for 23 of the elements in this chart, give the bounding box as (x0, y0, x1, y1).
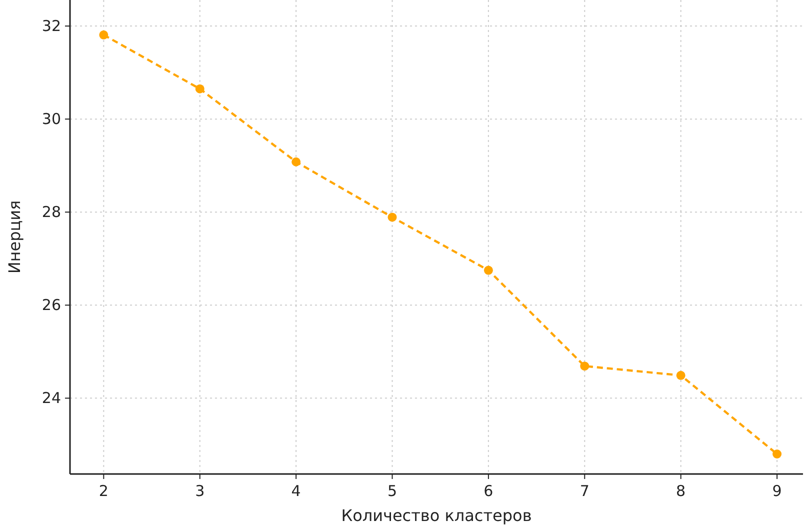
y-axis-title: Инерция (5, 200, 24, 274)
y-tick-label: 26 (42, 296, 61, 314)
point (580, 362, 590, 371)
point (292, 157, 301, 166)
point (676, 370, 686, 380)
y-tick-label: 32 (42, 17, 61, 36)
x-tick-label: 6 (484, 482, 494, 500)
point (388, 212, 397, 222)
x-tick-label: 7 (580, 482, 590, 500)
point (772, 450, 782, 458)
x-axis-title: Количество кластеров (341, 506, 532, 525)
point (99, 30, 108, 40)
y-tick-label: 24 (42, 389, 61, 408)
x-tick-label: 9 (772, 482, 782, 500)
y-tick-label: 30 (42, 110, 61, 128)
y-tick-label: 28 (42, 203, 61, 222)
point (195, 84, 204, 94)
point (484, 266, 493, 275)
x-tick-label: 5 (387, 482, 398, 500)
x-tick-label: 4 (291, 482, 301, 500)
x-tick-label: 2 (98, 482, 108, 500)
x-tick-label: 8 (676, 482, 686, 500)
x-tick-label: 3 (195, 482, 205, 500)
